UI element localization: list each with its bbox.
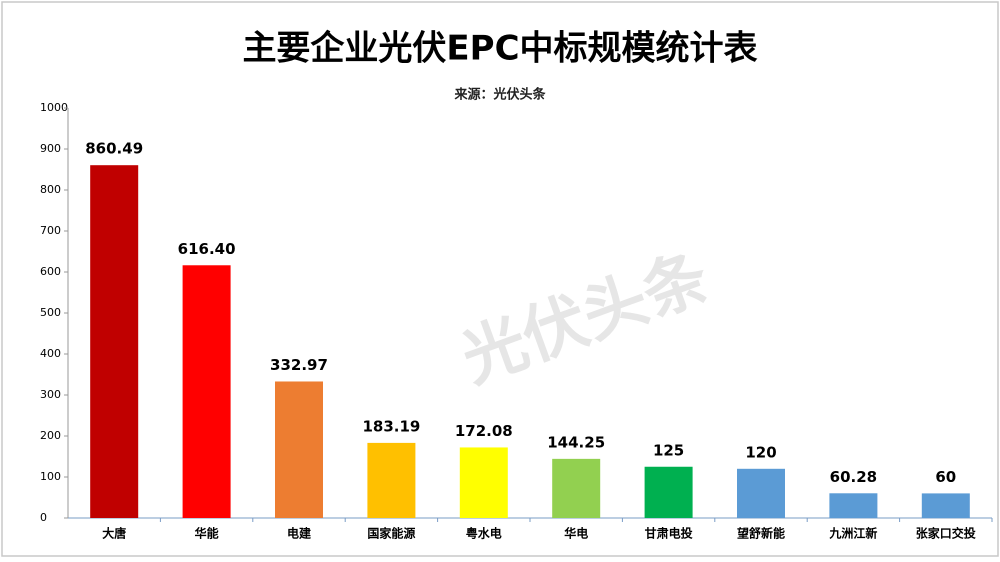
bar xyxy=(459,447,508,518)
data-label: 144.25 xyxy=(547,433,605,451)
y-tick-label: 500 xyxy=(40,306,61,319)
y-tick-label: 700 xyxy=(40,224,61,237)
y-tick-label: 600 xyxy=(40,265,61,278)
chart-subtitle: 来源：光伏头条 xyxy=(453,87,546,103)
bar xyxy=(829,493,878,518)
x-tick-label: 粤水电 xyxy=(466,526,502,541)
data-label: 60 xyxy=(935,468,956,486)
x-tick-label: 国家能源 xyxy=(367,526,415,541)
data-label: 332.97 xyxy=(270,356,328,374)
x-tick-label: 张家口交投 xyxy=(916,526,976,541)
bar xyxy=(552,458,601,518)
data-label: 60.28 xyxy=(830,468,877,486)
y-tick-label: 300 xyxy=(40,388,61,401)
x-tick-label: 华能 xyxy=(195,526,219,541)
bar xyxy=(90,165,139,518)
y-tick-label: 200 xyxy=(40,429,61,442)
y-tick-label: 0 xyxy=(40,511,47,524)
data-label: 616.40 xyxy=(178,240,236,258)
y-tick-label: 100 xyxy=(40,470,61,483)
data-label: 172.08 xyxy=(455,422,513,440)
x-tick-label: 甘肃电投 xyxy=(645,526,693,541)
bar xyxy=(275,381,323,518)
y-tick-label: 800 xyxy=(40,183,61,196)
x-tick-label: 九洲江新 xyxy=(828,526,877,541)
x-tick-label: 电建 xyxy=(287,526,312,541)
data-label: 125 xyxy=(653,441,684,459)
x-tick-label: 望舒新能 xyxy=(737,526,785,541)
x-tick-label: 华电 xyxy=(564,526,588,541)
data-label: 183.19 xyxy=(362,417,420,435)
bar xyxy=(737,468,785,518)
bar xyxy=(182,265,231,518)
bar xyxy=(367,442,416,518)
data-label: 120 xyxy=(745,443,776,461)
y-tick-label: 1000 xyxy=(40,101,68,114)
bar xyxy=(921,493,970,518)
y-tick-label: 400 xyxy=(40,347,61,360)
bar xyxy=(644,466,693,518)
data-label: 860.49 xyxy=(85,140,143,158)
chart-title: 主要企业光伏EPC中标规模统计表 xyxy=(242,29,757,69)
y-tick-label: 900 xyxy=(40,142,61,155)
x-tick-label: 大唐 xyxy=(102,526,126,541)
